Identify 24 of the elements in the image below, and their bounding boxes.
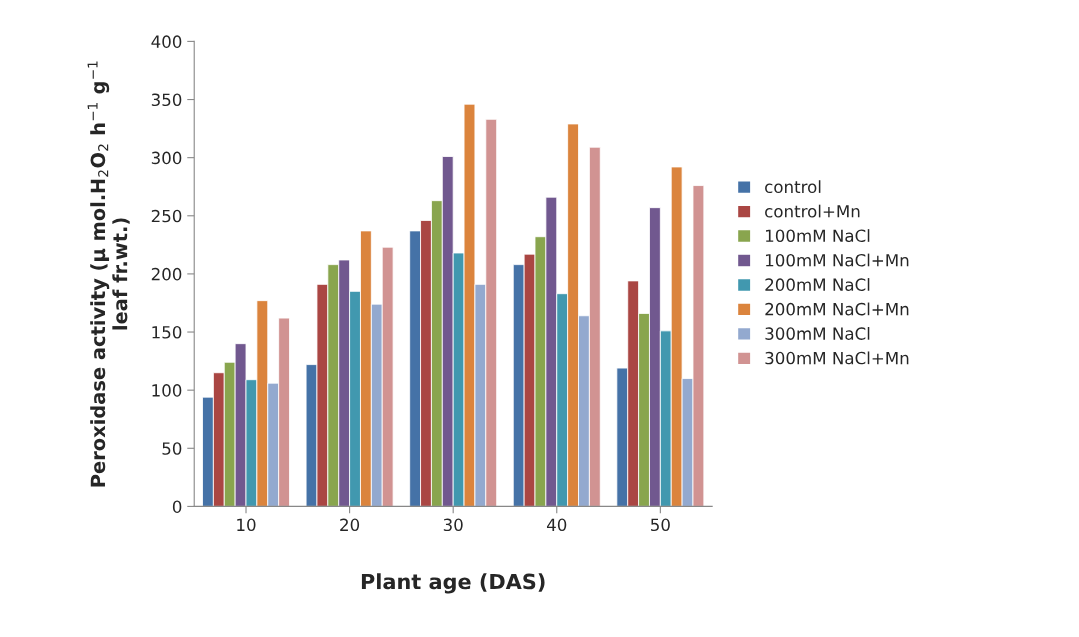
y-tick-label: 100 (152, 384, 182, 397)
legend-label: 200mM NaCl+Mn (765, 302, 909, 316)
y-tick-label: 150 (152, 326, 182, 339)
x-tick-label: 20 (340, 518, 360, 532)
y-tick-label: 300 (151, 151, 182, 165)
legend-label: 200mM NaCl (765, 278, 870, 291)
y-tick-label: 50 (162, 442, 182, 455)
legend-label: control+Mn (765, 204, 860, 218)
x-axis-title: Plant age (DAS) (361, 573, 545, 594)
x-tick-label: 10 (237, 518, 256, 532)
y-tick-label: 0 (172, 500, 182, 513)
y-tick-label: 400 (151, 35, 182, 48)
legend-label: control (765, 180, 821, 194)
x-tick-label: 30 (443, 518, 463, 532)
legend-label: 100mM NaCl (766, 229, 870, 243)
legend-label: 300mM NaCl+Mn (765, 351, 909, 365)
x-tick-label: 40 (546, 518, 567, 532)
legend-label: 100mM NaCl+Mn (766, 253, 909, 267)
legend-label: 300mM NaCl (765, 327, 870, 340)
y-tick-label: 250 (151, 209, 182, 223)
text: Peroxidase activity (µ mol.H$_{2}$O$_{2}$ h$^{−1}$ g$^{−1}$ leaf fr.wt.) (87, 61, 130, 487)
x-tick-label: 50 (651, 518, 670, 532)
y-tick-label: 350 (151, 93, 182, 107)
y-tick-label: 200 (151, 267, 182, 281)
